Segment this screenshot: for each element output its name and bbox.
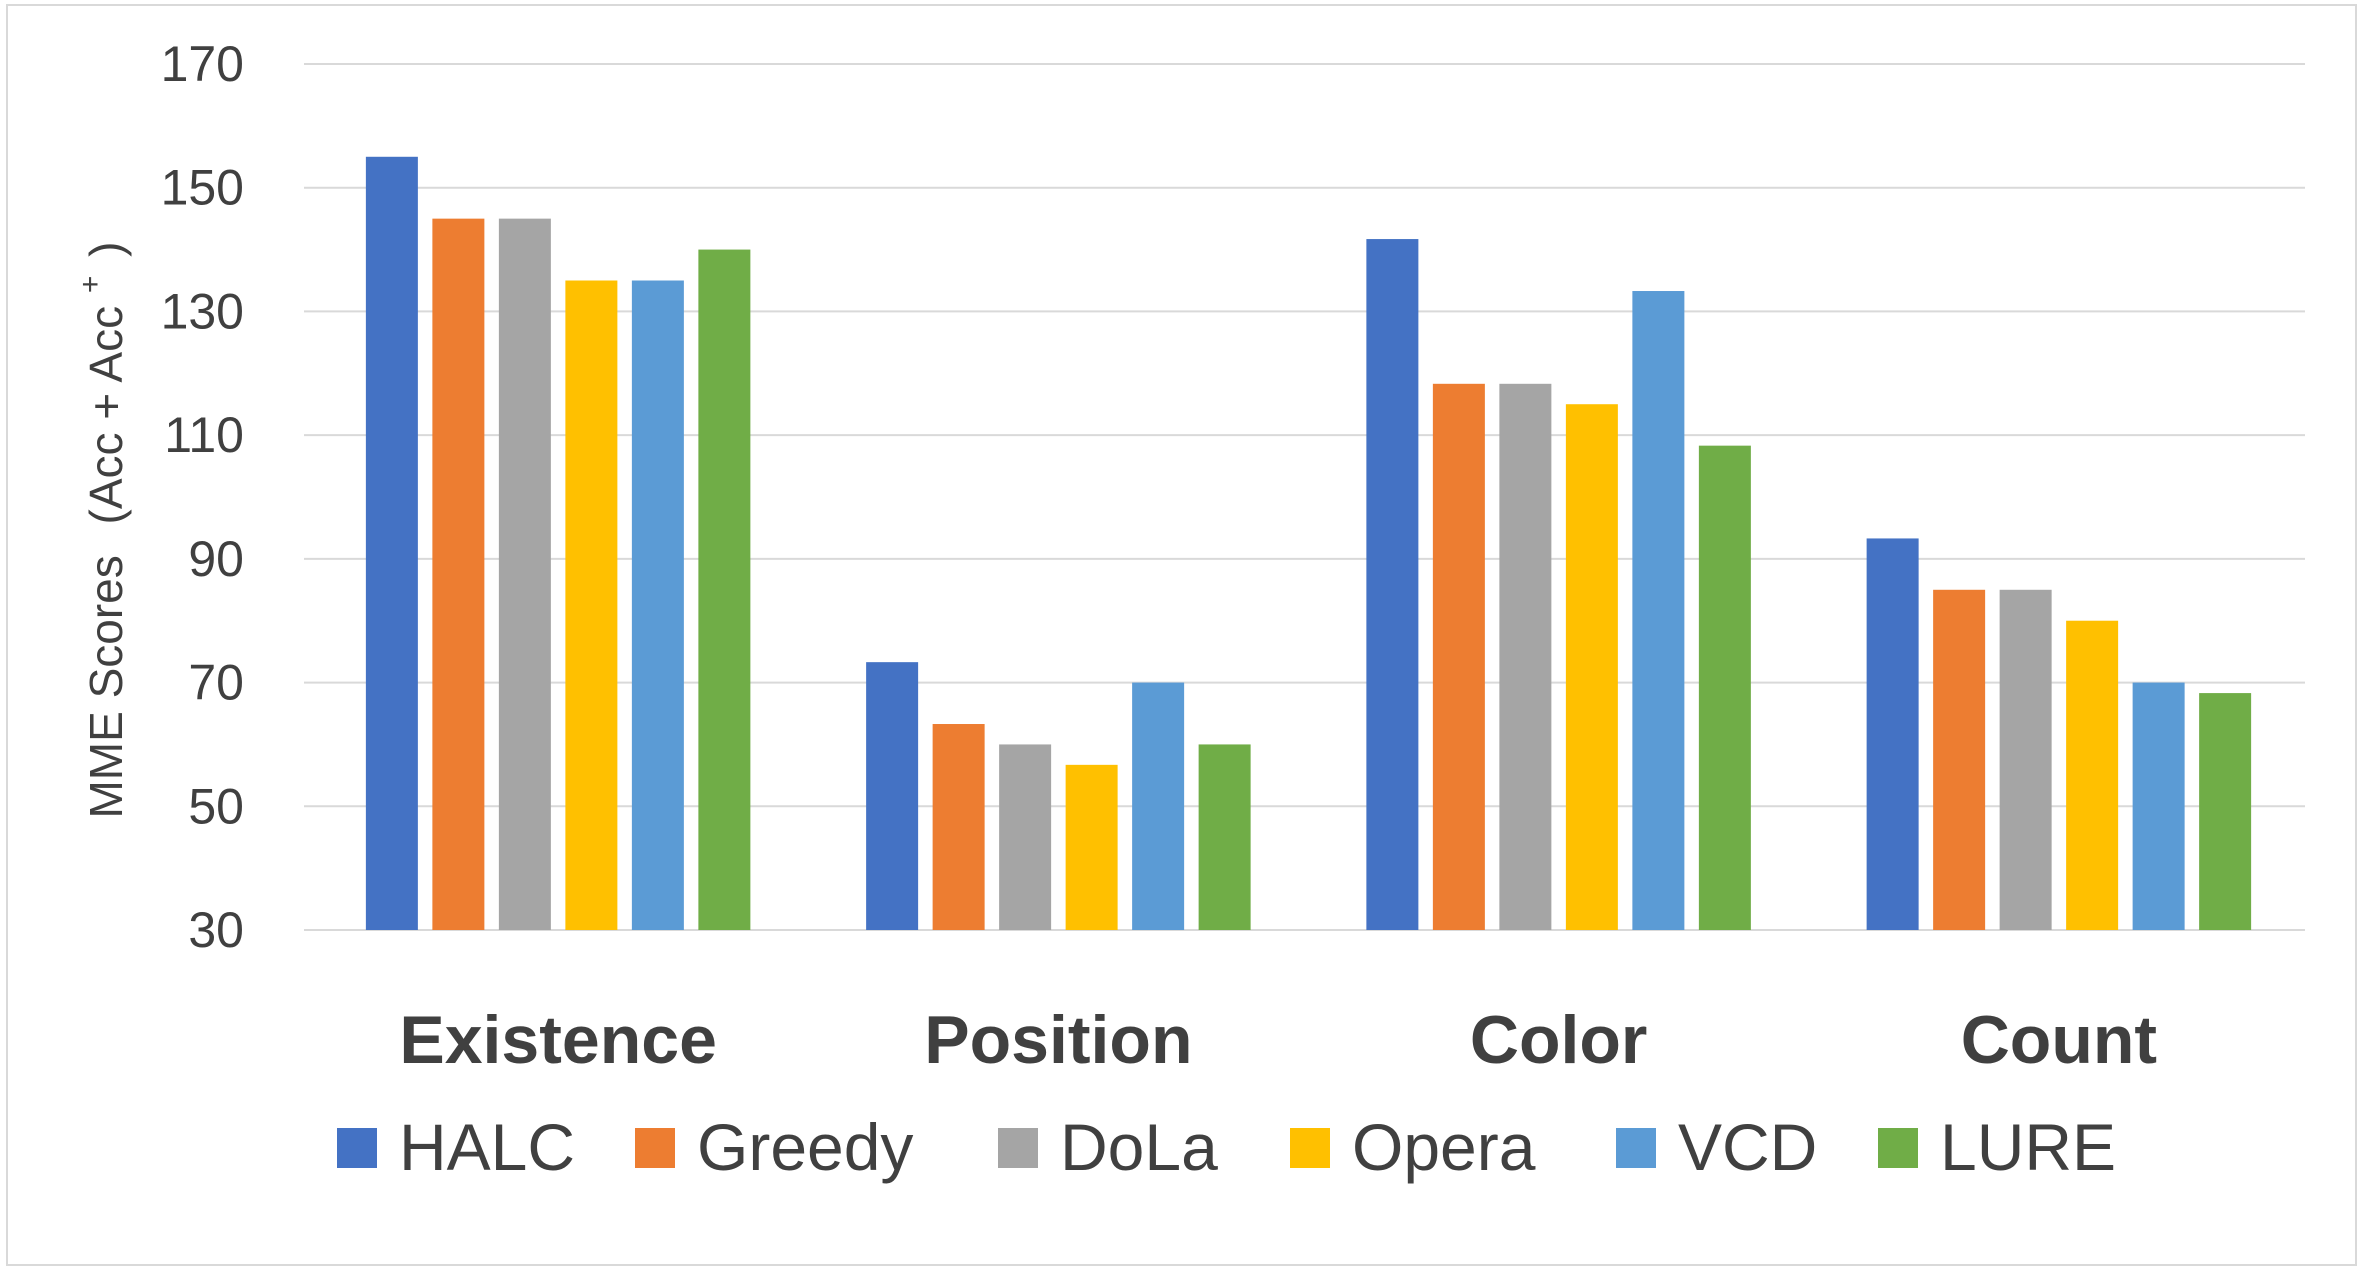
y-tick-label-110: 110 — [164, 407, 244, 463]
bar-dola-position — [999, 744, 1052, 930]
bar-opera-color — [1565, 404, 1618, 930]
y-tick-label-50: 50 — [188, 778, 244, 834]
bar-halc-position — [866, 662, 919, 930]
bar-lure-position — [1198, 744, 1251, 930]
legend-swatch-greedy — [635, 1128, 675, 1168]
bar-halc-count — [1866, 538, 1919, 930]
x-axis-categories: Existence Position Color Count — [399, 1002, 2157, 1078]
y-tick-label-70: 70 — [188, 655, 244, 711]
bar-vcd-color — [1632, 291, 1685, 930]
bar-greedy-existence — [432, 218, 485, 931]
y-axis-title: MME Scores (Acc + Acc + ) — [58, 241, 132, 818]
y-tick-label-170: 170 — [161, 36, 244, 92]
bar-vcd-position — [1132, 682, 1185, 930]
bar-opera-count — [2066, 620, 2119, 930]
legend-label-vcd: VCD — [1678, 1110, 1817, 1184]
bar-vcd-existence — [631, 280, 684, 930]
legend-label-dola: DoLa — [1060, 1110, 1218, 1184]
bars — [365, 156, 2252, 931]
bar-opera-position — [1065, 764, 1118, 930]
category-label-existence: Existence — [399, 1002, 717, 1078]
bar-greedy-position — [932, 724, 985, 930]
bar-opera-existence — [565, 280, 618, 930]
legend-swatch-opera — [1290, 1128, 1330, 1168]
bar-halc-existence — [365, 156, 418, 931]
bar-greedy-color — [1432, 383, 1485, 931]
legend-label-opera: Opera — [1352, 1110, 1536, 1184]
y-axis-title-suffix: (Acc + Acc — [80, 306, 132, 525]
y-axis-ticks: 30 50 70 90 110 130 150 170 — [161, 36, 244, 958]
bar-vcd-count — [2132, 682, 2185, 930]
category-label-position: Position — [924, 1002, 1192, 1078]
y-axis-title-main: MME Scores — [80, 555, 132, 818]
legend-label-halc: HALC — [399, 1110, 575, 1184]
y-tick-label-30: 30 — [188, 902, 244, 958]
bar-dola-existence — [498, 218, 551, 931]
legend: HALC Greedy DoLa Opera VCD LURE — [337, 1110, 2116, 1184]
y-tick-label-130: 130 — [161, 283, 244, 339]
bar-lure-count — [2199, 693, 2252, 930]
y-tick-label-90: 90 — [188, 531, 244, 587]
y-tick-label-150: 150 — [161, 160, 244, 216]
bar-greedy-count — [1933, 589, 1986, 930]
bar-lure-existence — [698, 249, 751, 931]
bar-dola-color — [1499, 383, 1552, 931]
category-label-color: Color — [1470, 1002, 1648, 1078]
bar-lure-color — [1698, 445, 1751, 930]
legend-label-lure: LURE — [1940, 1110, 2116, 1184]
legend-swatch-vcd — [1616, 1128, 1656, 1168]
y-axis-title-close: ) — [80, 241, 132, 256]
bar-dola-count — [1999, 589, 2052, 930]
legend-label-greedy: Greedy — [697, 1110, 913, 1184]
legend-swatch-lure — [1878, 1128, 1918, 1168]
legend-swatch-halc — [337, 1128, 377, 1168]
bar-halc-color — [1366, 239, 1419, 930]
legend-swatch-dola — [998, 1128, 1038, 1168]
category-label-count: Count — [1961, 1002, 2157, 1078]
y-axis-title-superscript: + — [74, 276, 107, 294]
